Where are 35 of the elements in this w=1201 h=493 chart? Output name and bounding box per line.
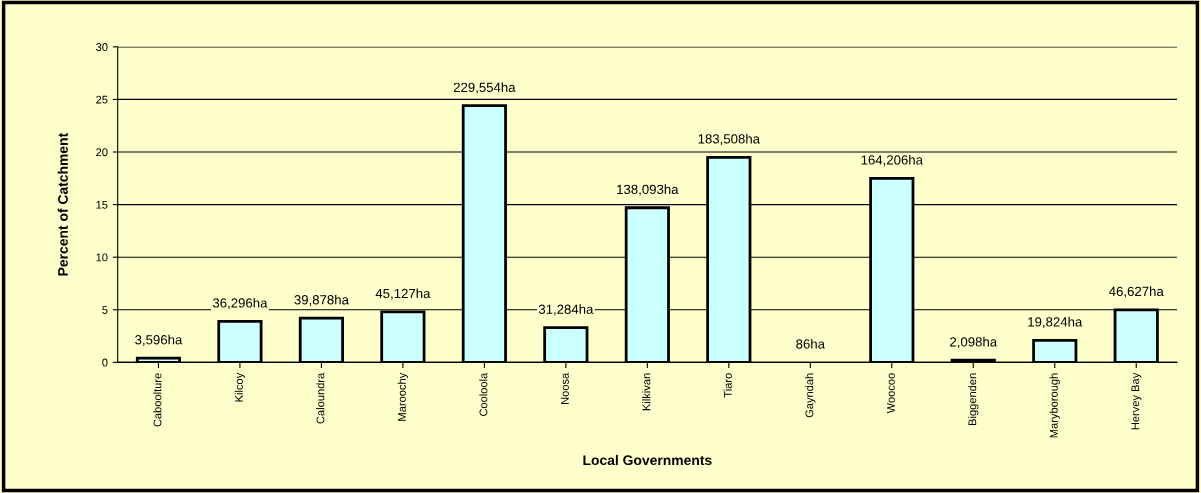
annotation: 2,098ha [950, 336, 998, 349]
x-axis-title: Local Governments [583, 454, 712, 466]
annotation: 19,824ha [1028, 316, 1083, 329]
annotation: 45,127ha [375, 288, 431, 300]
x-tick-label: Noosa [561, 372, 569, 404]
x-tick-label: Gayndah [805, 373, 816, 418]
annotation: 183,508ha [698, 133, 761, 146]
x-tick-label: Hervey Bay [1131, 372, 1142, 430]
y-tick-label: 10 [96, 253, 108, 262]
y-tick-label: 20 [96, 148, 108, 157]
annotation: 39,878ha [294, 294, 349, 307]
annotation: 36,296ha [212, 297, 268, 310]
x-tick-label: Kilkivan [642, 373, 651, 411]
x-tick-label: Maryborough [1049, 373, 1060, 438]
annotation: 138,093ha [617, 184, 679, 196]
y-axis-title: Percent of Catchment [57, 132, 68, 276]
y-tick-label: 15 [96, 200, 108, 209]
annotation: 31,284ha [538, 304, 594, 316]
x-tick-label: Woocoo [887, 373, 895, 414]
annotation: 86ha [796, 338, 825, 349]
x-tick-label: Tiaro [723, 373, 732, 398]
annotation: 46,627ha [1109, 286, 1164, 298]
annotation: 229,554ha [453, 82, 516, 94]
x-tick-label: Cooloola [479, 372, 488, 417]
annotation: 164,206ha [861, 154, 923, 167]
x-tick-label: Caboolture [153, 373, 162, 427]
y-tick-label: 30 [96, 43, 108, 51]
x-tick-label: Maroochy [397, 372, 409, 421]
y-tick-label: 0 [102, 358, 108, 367]
x-tick-label: Biggenden [968, 373, 979, 425]
x-tick-label: Kilcoy [234, 372, 246, 402]
y-tick-label: 5 [102, 306, 108, 314]
x-tick-label: Caloundra [316, 372, 325, 424]
y-tick-label: 25 [96, 95, 108, 104]
annotation: 3,596ha [135, 334, 183, 346]
